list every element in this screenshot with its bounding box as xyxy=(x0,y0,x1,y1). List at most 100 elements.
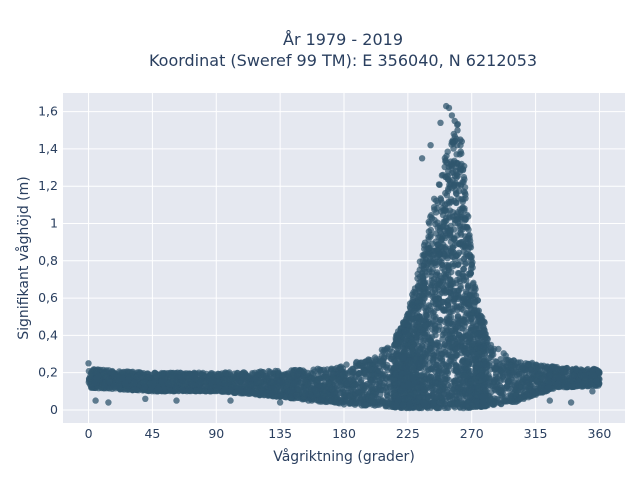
data-point xyxy=(398,370,406,377)
data-point xyxy=(426,374,433,381)
data-point xyxy=(447,308,454,315)
data-point xyxy=(404,342,412,349)
data-point xyxy=(342,389,349,396)
data-point xyxy=(480,324,487,331)
data-point xyxy=(472,330,479,338)
data-point xyxy=(214,384,222,391)
data-point xyxy=(461,372,468,379)
data-point xyxy=(441,341,448,348)
data-point xyxy=(434,219,441,226)
data-point xyxy=(430,204,438,211)
data-point xyxy=(492,358,499,365)
data-point xyxy=(453,159,460,167)
data-point xyxy=(422,322,429,329)
data-point xyxy=(435,181,443,188)
data-point xyxy=(441,373,449,380)
data-point xyxy=(466,334,474,341)
data-point xyxy=(430,313,437,320)
data-point xyxy=(421,386,428,393)
data-point xyxy=(472,368,479,376)
data-point xyxy=(366,384,373,391)
data-point xyxy=(130,379,138,386)
data-point xyxy=(438,259,445,266)
data-point xyxy=(484,336,491,343)
data-point xyxy=(443,331,450,338)
data-point xyxy=(90,366,98,373)
data-point xyxy=(476,314,483,322)
data-point xyxy=(457,283,464,290)
data-point xyxy=(527,366,534,374)
data-point xyxy=(492,373,499,380)
data-point xyxy=(462,259,470,266)
data-point xyxy=(406,300,414,307)
data-point xyxy=(352,373,359,380)
data-point xyxy=(445,404,452,411)
data-point xyxy=(441,251,448,258)
data-point xyxy=(447,276,454,284)
data-point xyxy=(442,362,449,369)
data-point xyxy=(443,282,450,289)
data-point xyxy=(427,283,435,290)
data-point xyxy=(431,328,439,335)
data-point xyxy=(457,221,464,228)
data-point xyxy=(395,331,403,338)
data-point xyxy=(473,391,480,399)
data-point xyxy=(504,369,511,376)
data-point xyxy=(450,236,458,243)
data-point xyxy=(415,404,423,412)
data-point xyxy=(427,226,434,234)
data-point xyxy=(455,187,463,195)
data-point xyxy=(420,399,427,406)
data-point xyxy=(502,356,510,363)
data-point xyxy=(129,368,136,375)
data-point xyxy=(593,377,600,385)
data-point xyxy=(468,315,475,323)
data-point xyxy=(329,370,336,377)
data-point xyxy=(516,371,523,378)
data-point xyxy=(336,376,343,384)
data-point xyxy=(438,399,445,406)
data-point xyxy=(400,345,407,353)
data-point xyxy=(410,366,417,373)
data-point xyxy=(290,380,297,387)
data-point xyxy=(439,289,446,296)
data-point xyxy=(440,307,447,314)
data-point xyxy=(443,394,450,401)
data-point xyxy=(176,372,183,380)
data-point xyxy=(437,230,444,237)
data-point xyxy=(443,192,451,199)
data-point xyxy=(378,358,385,365)
data-point xyxy=(421,283,428,290)
data-point xyxy=(471,283,479,291)
data-point xyxy=(447,357,454,365)
data-point xyxy=(570,372,578,379)
data-point xyxy=(468,385,475,392)
data-point xyxy=(459,270,466,278)
data-point xyxy=(384,393,391,400)
data-point xyxy=(201,387,208,395)
data-point xyxy=(343,361,350,368)
data-point xyxy=(473,351,480,359)
data-point xyxy=(249,370,256,377)
data-point xyxy=(426,336,433,343)
data-point xyxy=(323,390,331,397)
data-point xyxy=(411,325,418,333)
data-point xyxy=(473,398,481,406)
data-point xyxy=(450,145,457,152)
data-point xyxy=(450,169,457,176)
data-point xyxy=(130,386,137,393)
data-point xyxy=(478,371,485,379)
data-point xyxy=(441,267,448,274)
data-point xyxy=(480,343,487,350)
data-point xyxy=(500,398,507,405)
data-point xyxy=(458,338,465,346)
data-point xyxy=(465,226,472,233)
data-point xyxy=(462,191,469,198)
data-point xyxy=(487,345,495,352)
data-point xyxy=(299,367,307,374)
data-point xyxy=(465,284,472,291)
data-point xyxy=(509,369,517,377)
data-point xyxy=(432,364,439,371)
data-point xyxy=(554,380,562,387)
data-point xyxy=(289,369,296,376)
